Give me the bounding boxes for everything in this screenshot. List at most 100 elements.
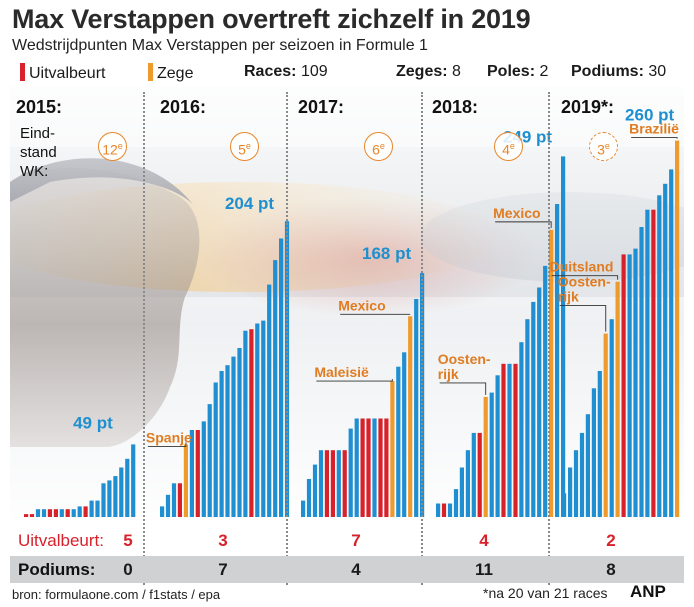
stat-poles: Poles: 2: [487, 63, 548, 81]
bar-4-race-16: [651, 209, 656, 517]
stat-podiums-value: 30: [648, 63, 667, 80]
standing-suffix-2017: e: [379, 141, 385, 151]
win-annotation-leader-4-2: [631, 137, 678, 139]
standing-value-2018: 4: [502, 141, 510, 158]
season-label-2016: 2016:: [160, 97, 207, 117]
bar-3-race-18: [537, 287, 542, 517]
podiums-2016: 7: [218, 560, 228, 579]
bar-1-race-12: [225, 365, 230, 517]
retirements-2017: 7: [351, 531, 361, 550]
bar-2-race-4: [318, 450, 324, 517]
bar-2-race-20: [414, 299, 419, 517]
standing-badge-2018: 4e: [494, 132, 523, 161]
bar-2-race-16: [390, 381, 395, 517]
stat-wins: Zeges: 8: [396, 63, 461, 81]
bar-3-race-8: [477, 432, 482, 517]
bar-2-race-7: [336, 450, 341, 517]
bar-1-race-2: [165, 494, 171, 517]
bar-2-race-5: [324, 450, 329, 517]
agency-credit: ANP: [630, 582, 666, 601]
bar-1-race-21: [279, 238, 284, 517]
bar-1-race-13: [231, 356, 236, 517]
win-annotation-leader-3-0: [439, 382, 487, 395]
season-divider-2: [286, 92, 288, 585]
bar-0-race-13: [95, 500, 100, 517]
win-annotation-leader-3-1: [495, 221, 552, 228]
podiums-row: Podiums: 0 7 4 11 8: [10, 556, 684, 583]
bar-4-race-11: [621, 254, 626, 517]
podiums-2015: 0: [123, 560, 133, 579]
bar-3-race-20: [549, 229, 554, 517]
bar-4-race-12: [627, 254, 632, 517]
bar-0-race-4: [41, 509, 47, 517]
bar-1-race-8: [201, 421, 206, 517]
standing-value-2015: 12: [102, 141, 118, 158]
win-annotation-leader-2-0: [316, 379, 393, 382]
bar-1-race-14: [237, 348, 242, 517]
standing-suffix-2015: e: [117, 141, 123, 151]
bar-1-race-5: [183, 444, 188, 517]
standing-suffix-2019: e: [604, 141, 610, 151]
season-label-2018: 2018:: [432, 97, 479, 117]
chart-subtitle: Wedstrijdpunten Max Verstappen per seizo…: [12, 37, 428, 54]
win-annotation-line: Duitsland: [550, 259, 614, 275]
win-annotation-line: rijk: [438, 366, 459, 382]
bar-2-race-10: [354, 418, 359, 517]
bar-4-race-14: [639, 227, 644, 517]
stat-races: Races: 109: [244, 63, 328, 81]
bar-3-race-7: [471, 432, 476, 517]
bar-3-race-11: [495, 375, 500, 517]
final-points-label-0: 49 pt: [73, 413, 113, 432]
bar-0-race-10: [77, 506, 82, 517]
bar-1-race-9: [207, 404, 212, 517]
bar-4-race-1: [562, 493, 567, 517]
legend-retirement: Uitvalbeurt: [20, 63, 105, 83]
bar-4-race-15: [645, 209, 650, 517]
win-annotation-line: Spanje: [146, 429, 192, 445]
stat-races-label: Races:: [244, 63, 297, 80]
win-annotation-line: Oosten-: [558, 274, 611, 290]
legend-retirement-label: Uitvalbeurt: [29, 65, 106, 82]
bar-3-race-5: [459, 467, 464, 517]
bar-3-race-16: [525, 319, 530, 517]
final-points-label-4: 260 pt: [625, 106, 674, 125]
season-divider-3: [421, 92, 423, 585]
bar-3-race-17: [531, 301, 536, 517]
bar-1-race-1: [160, 506, 165, 517]
bar-2-race-2: [306, 479, 312, 517]
standing-suffix-2018: e: [509, 141, 515, 151]
bar-0-race-9: [71, 509, 76, 517]
bar-2-race-15: [384, 418, 389, 517]
stat-poles-value: 2: [539, 63, 549, 80]
bar-2-race-11: [360, 418, 365, 517]
bar-3-race-13: [507, 363, 512, 517]
bar-0-race-8: [65, 509, 70, 517]
podiums-2019: 8: [606, 560, 616, 579]
bar-0-race-15: [107, 480, 112, 517]
stat-wins-label: Zeges:: [396, 63, 448, 80]
stat-poles-label: Poles:: [487, 63, 536, 80]
bar-3-race-6: [465, 450, 470, 517]
bar-3-race-19: [543, 265, 548, 517]
stat-podiums-label: Podiums:: [571, 63, 644, 80]
stat-podiums: Podiums: 30: [571, 63, 666, 81]
win-annotation-leader-1-0: [147, 442, 187, 447]
bar-4-race-6: [591, 388, 596, 517]
win-annotation-line: Oosten-: [438, 351, 491, 367]
season-label-2017: 2017:: [298, 97, 345, 117]
retirements-row-label: Uitvalbeurt:: [18, 531, 104, 550]
chart-panel: 49 pt 204 pt Spanje 168 pt Maleisië Mexico 249…: [10, 87, 684, 520]
bar-4-race-3: [573, 450, 579, 517]
win-annotation-4-0: Oosten-rijk: [558, 274, 611, 305]
bar-2-race-1: [301, 500, 306, 517]
bar-4-race-9: [609, 319, 614, 517]
bar-0-race-6: [53, 509, 58, 517]
bar-3-race-12: [501, 363, 506, 517]
bar-4-race-7: [597, 371, 602, 517]
win-annotation-line: rijk: [558, 289, 579, 305]
bar-1-race-15: [243, 330, 248, 517]
bar-4-race-19: [669, 169, 674, 517]
bar-4-race-17: [657, 195, 662, 518]
season-divider-1: [143, 92, 145, 585]
